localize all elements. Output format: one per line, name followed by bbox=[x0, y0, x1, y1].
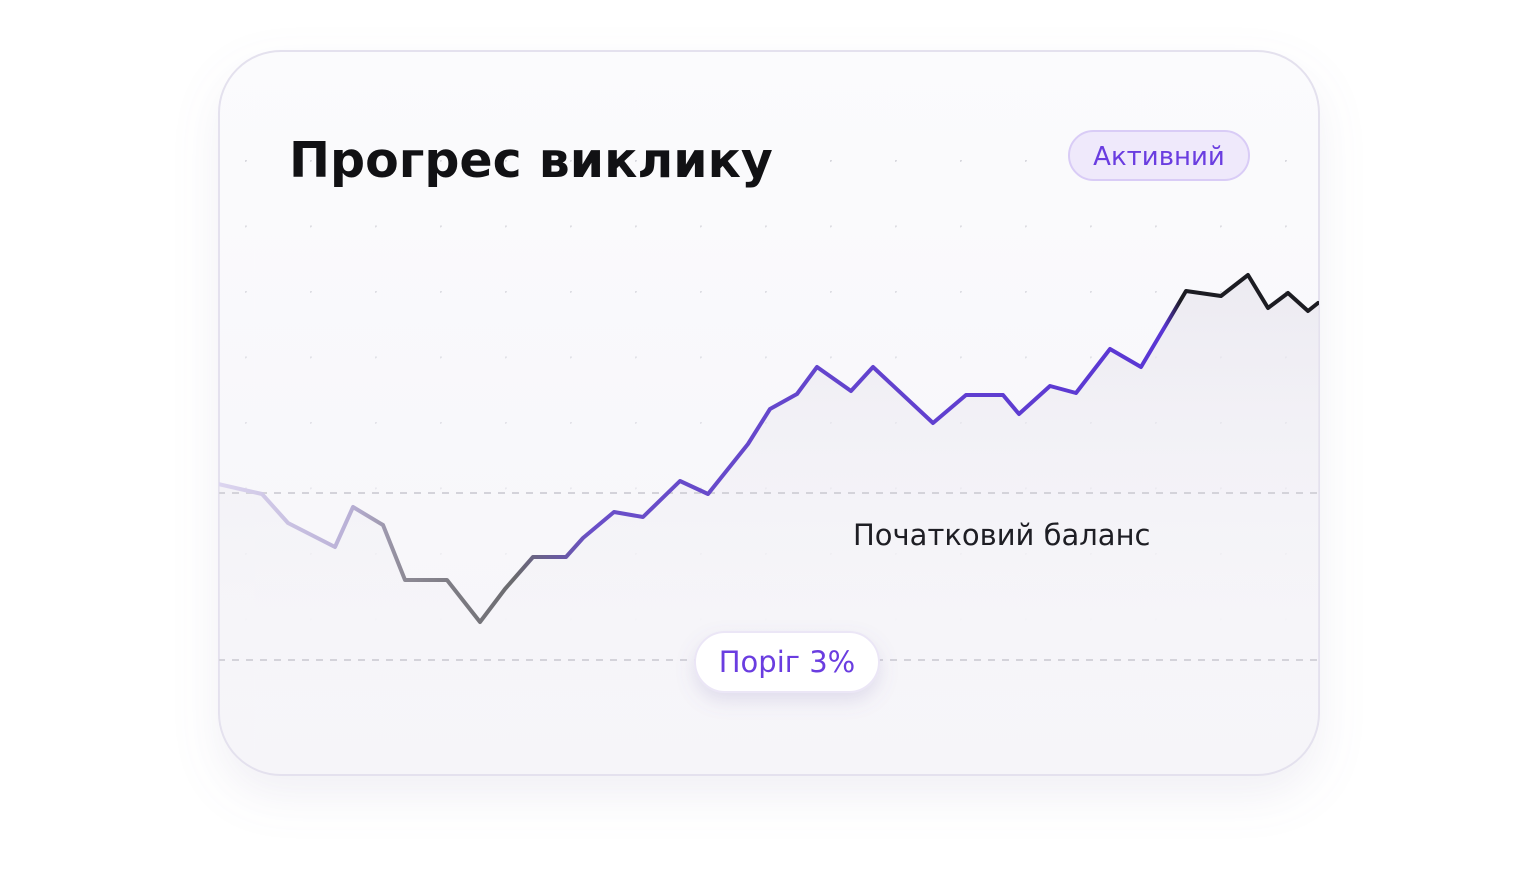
status-badge-bg bbox=[1068, 130, 1250, 181]
chart-area bbox=[219, 150, 1319, 775]
status-badge: Активний bbox=[1068, 130, 1250, 181]
threshold-pill: Поріг 3% bbox=[694, 631, 880, 693]
progress-line bbox=[219, 273, 1319, 624]
status-text: Активний bbox=[1093, 142, 1225, 172]
area-fill bbox=[219, 275, 1319, 775]
threshold-pill-bg bbox=[694, 631, 880, 693]
threshold-text: Поріг 3% bbox=[719, 645, 855, 679]
baseline-label: Початковий баланс bbox=[853, 518, 1150, 552]
card-title: Прогрес виклику bbox=[289, 132, 773, 189]
